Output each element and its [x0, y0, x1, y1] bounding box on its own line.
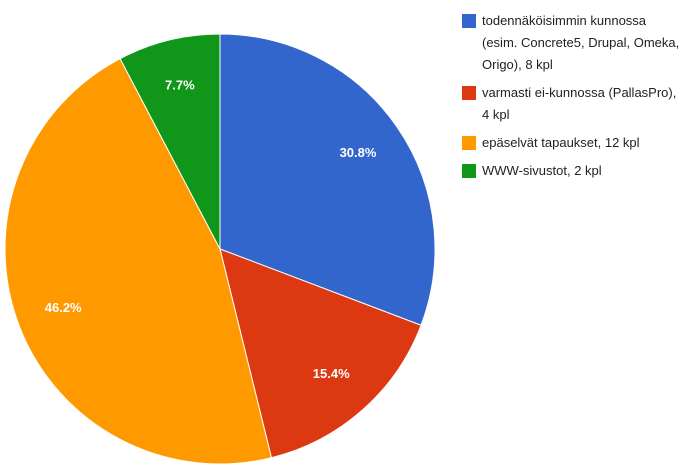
- slice: [219, 248, 422, 459]
- legend-swatch: [462, 14, 476, 28]
- slice-label: 30.8%: [340, 145, 377, 160]
- slice: [119, 33, 221, 250]
- legend-entry: todennäköisimmin kunnossa (esim. Concret…: [462, 10, 684, 76]
- legend-label: WWW-sivustot, 2 kpl: [482, 163, 602, 178]
- legend-label: epäselvät tapaukset, 12 kpl: [482, 135, 640, 150]
- slice-label: 15.4%: [313, 366, 350, 381]
- slice-label: 46.2%: [45, 300, 82, 315]
- legend-entry: varmasti ei-kunnossa (PallasPro), 4 kpl: [462, 82, 684, 126]
- legend-label: varmasti ei-kunnossa (PallasPro), 4 kpl: [482, 85, 677, 122]
- legend-label: todennäköisimmin kunnossa (esim. Concret…: [482, 13, 680, 72]
- legend-entry: WWW-sivustot, 2 kpl: [462, 160, 684, 182]
- legend: todennäköisimmin kunnossa (esim. Concret…: [462, 10, 684, 188]
- legend-swatch: [462, 164, 476, 178]
- legend-swatch: [462, 86, 476, 100]
- slice-label: 7.7%: [165, 78, 195, 93]
- slice: [219, 33, 436, 326]
- legend-entry: epäselvät tapaukset, 12 kpl: [462, 132, 684, 154]
- legend-swatch: [462, 136, 476, 150]
- slice: [4, 57, 273, 465]
- pie: 30.8% 15.4% 46.2% 7.7%: [4, 33, 436, 465]
